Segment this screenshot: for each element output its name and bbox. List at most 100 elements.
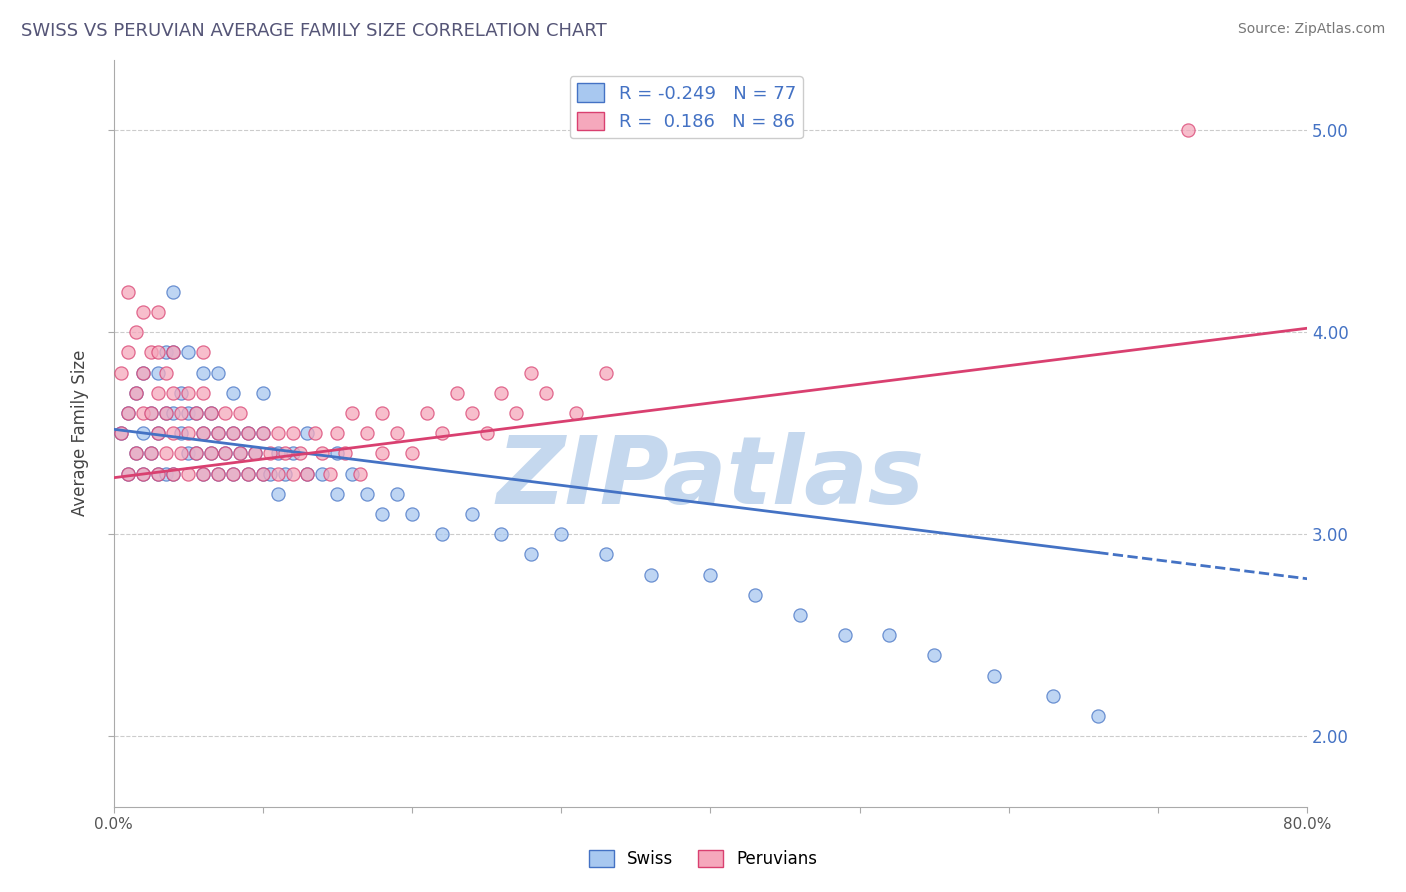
- Point: [460, 507, 482, 521]
- Point: [132, 467, 155, 481]
- Point: [214, 406, 236, 420]
- Point: [565, 406, 588, 420]
- Point: [789, 608, 811, 623]
- Point: [222, 426, 245, 441]
- Point: [117, 467, 139, 481]
- Point: [744, 588, 766, 602]
- Point: [342, 406, 364, 420]
- Text: ZIPatlas: ZIPatlas: [496, 432, 924, 524]
- Point: [162, 467, 184, 481]
- Point: [356, 426, 378, 441]
- Point: [333, 446, 356, 460]
- Point: [595, 548, 617, 562]
- Point: [922, 648, 945, 663]
- Point: [520, 366, 543, 380]
- Point: [252, 426, 274, 441]
- Point: [259, 446, 281, 460]
- Point: [252, 467, 274, 481]
- Point: [170, 406, 193, 420]
- Point: [177, 426, 200, 441]
- Point: [385, 426, 408, 441]
- Point: [110, 426, 132, 441]
- Point: [207, 426, 229, 441]
- Point: [139, 406, 162, 420]
- Point: [177, 467, 200, 481]
- Point: [132, 426, 155, 441]
- Point: [184, 406, 207, 420]
- Point: [155, 345, 177, 359]
- Point: [155, 366, 177, 380]
- Point: [416, 406, 439, 420]
- Y-axis label: Average Family Size: Average Family Size: [72, 350, 89, 516]
- Point: [640, 567, 662, 582]
- Text: Source: ZipAtlas.com: Source: ZipAtlas.com: [1237, 22, 1385, 37]
- Point: [177, 345, 200, 359]
- Point: [371, 446, 394, 460]
- Point: [371, 507, 394, 521]
- Point: [297, 467, 319, 481]
- Point: [1177, 123, 1199, 137]
- Point: [191, 426, 214, 441]
- Point: [207, 467, 229, 481]
- Point: [385, 487, 408, 501]
- Point: [371, 406, 394, 420]
- Point: [155, 406, 177, 420]
- Point: [534, 385, 557, 400]
- Point: [505, 406, 527, 420]
- Point: [184, 406, 207, 420]
- Point: [229, 446, 252, 460]
- Point: [245, 446, 267, 460]
- Point: [191, 467, 214, 481]
- Point: [356, 487, 378, 501]
- Point: [110, 366, 132, 380]
- Point: [491, 385, 513, 400]
- Point: [117, 406, 139, 420]
- Point: [117, 345, 139, 359]
- Point: [349, 467, 371, 481]
- Point: [879, 628, 901, 642]
- Point: [520, 548, 543, 562]
- Point: [319, 467, 342, 481]
- Point: [125, 385, 148, 400]
- Point: [191, 366, 214, 380]
- Point: [191, 426, 214, 441]
- Point: [304, 426, 326, 441]
- Point: [222, 385, 245, 400]
- Point: [177, 446, 200, 460]
- Point: [550, 527, 572, 541]
- Point: [125, 446, 148, 460]
- Point: [245, 446, 267, 460]
- Point: [460, 406, 482, 420]
- Point: [1087, 709, 1109, 723]
- Point: [401, 507, 423, 521]
- Point: [430, 426, 453, 441]
- Point: [326, 446, 349, 460]
- Point: [311, 446, 333, 460]
- Point: [148, 467, 170, 481]
- Point: [177, 385, 200, 400]
- Point: [200, 406, 222, 420]
- Point: [191, 385, 214, 400]
- Point: [191, 467, 214, 481]
- Point: [162, 285, 184, 299]
- Point: [229, 406, 252, 420]
- Point: [170, 446, 193, 460]
- Point: [155, 467, 177, 481]
- Point: [266, 426, 288, 441]
- Point: [297, 467, 319, 481]
- Point: [170, 426, 193, 441]
- Point: [252, 385, 274, 400]
- Point: [266, 467, 288, 481]
- Point: [139, 446, 162, 460]
- Point: [342, 467, 364, 481]
- Point: [155, 446, 177, 460]
- Point: [132, 467, 155, 481]
- Legend: R = -0.249   N = 77, R =  0.186   N = 86: R = -0.249 N = 77, R = 0.186 N = 86: [569, 76, 803, 138]
- Point: [162, 467, 184, 481]
- Point: [214, 446, 236, 460]
- Point: [491, 527, 513, 541]
- Point: [222, 467, 245, 481]
- Point: [148, 426, 170, 441]
- Point: [117, 285, 139, 299]
- Point: [139, 446, 162, 460]
